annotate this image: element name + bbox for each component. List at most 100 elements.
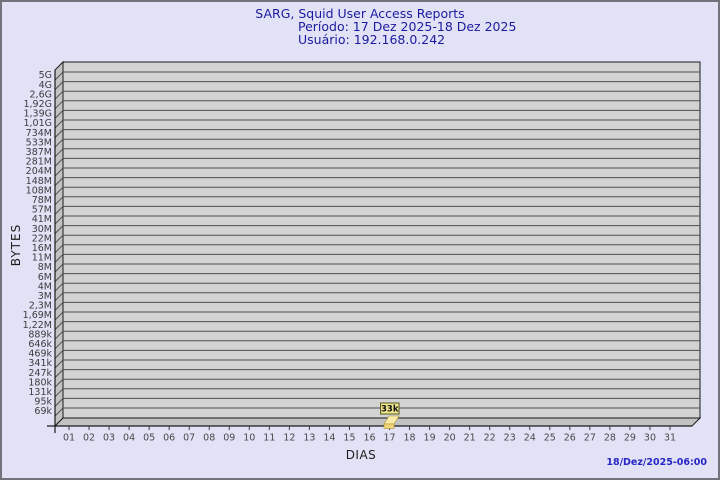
y-wall-ticks [54, 71, 64, 417]
wall-tick [54, 330, 64, 340]
x-tick-label: 29 [624, 433, 636, 444]
chart-user: Usuário: 192.168.0.242 [298, 32, 446, 47]
y-tick-label: 889k [28, 329, 52, 340]
x-tick-label: 03 [103, 433, 115, 444]
y-axis-title: BYTES [9, 223, 23, 267]
x-tick-label: 16 [363, 433, 375, 444]
y-tick-label: 95k [34, 397, 52, 408]
wall-tick [54, 110, 64, 119]
y-tick-label: 4G [39, 80, 52, 91]
y-tick-label: 131k [28, 387, 52, 398]
x-tick-label: 14 [323, 433, 335, 444]
wall-tick [54, 244, 64, 254]
x-tick-label: 12 [283, 433, 295, 444]
wall-tick [54, 167, 64, 177]
y-tick-label: 533M [26, 137, 52, 148]
y-tick-label: 22M [32, 233, 52, 244]
x-tick-label: 09 [223, 433, 235, 444]
annotation-box [380, 402, 400, 415]
wall-tick [54, 71, 64, 81]
x-tick-label: 06 [163, 433, 175, 444]
wall-tick [54, 177, 64, 186]
y-tick-label: 247k [28, 368, 52, 379]
x-tick-label: 20 [444, 433, 456, 444]
y-tick-label: 281M [26, 157, 52, 168]
wall-tick [54, 263, 64, 273]
wall-tick [54, 321, 64, 330]
x-tick-labels: 01 02 03 04 05 06 07 08 09 10 11 12 13 14 15 16 17 18 19 20… [63, 433, 676, 444]
x-tick-label: 27 [584, 433, 596, 444]
x-tick-label: 17 [383, 433, 395, 444]
wall-tick [54, 398, 64, 407]
wall-tick [54, 196, 64, 206]
wall-tick [54, 388, 64, 398]
x-tick-label: 26 [564, 433, 576, 444]
x-tick-label: 19 [424, 433, 436, 444]
y-tick-label: 5G [39, 70, 52, 81]
wall-tick [54, 206, 64, 215]
wall-tick [54, 186, 64, 196]
x-tick-label: 13 [303, 433, 315, 444]
y-tick-label: 3M [38, 291, 52, 302]
wall-tick [54, 234, 64, 244]
wall-tick [54, 158, 64, 167]
y-tick-label: 1,22M [23, 320, 52, 331]
wall-tick [54, 225, 64, 234]
wall-tick [54, 129, 64, 138]
y-tick-label: 180k [28, 377, 52, 388]
y-tick-label: 57M [32, 205, 52, 216]
wall-tick [54, 273, 64, 282]
x-tick-label: 31 [664, 433, 676, 444]
y-tick-label: 469k [28, 349, 52, 360]
y-tick-label: 78M [32, 195, 52, 206]
x-tick-label: 05 [143, 433, 155, 444]
y-tick-label: 2,3M [29, 301, 52, 312]
y-tick-label: 30M [32, 224, 52, 235]
x-tick-label: 28 [604, 433, 616, 444]
wall-tick [54, 148, 64, 158]
y-tick-label: 1,69M [23, 310, 52, 321]
wall-tick [54, 311, 64, 321]
wall-tick [54, 81, 64, 90]
wall-tick [54, 378, 64, 388]
y-tick-label: 204M [26, 166, 52, 177]
y-tick-label: 1,01G [23, 118, 52, 129]
wall-tick [54, 292, 64, 302]
report-timestamp: 18/Dez/2025-06:00 [606, 457, 707, 468]
y-tick-label: 69k [34, 406, 52, 417]
wall-tick [54, 350, 64, 359]
wall-tick [54, 407, 64, 417]
wall-tick [54, 340, 64, 350]
y-tick-label: 2,6G [30, 89, 52, 100]
wall-tick [54, 254, 64, 263]
x-tick-label: 24 [524, 433, 536, 444]
bar-value-annotation: 33k [380, 402, 400, 415]
y-tick-label: 108M [26, 185, 52, 196]
y-tick-label: 1,39G [23, 109, 52, 120]
wall-tick [54, 119, 64, 129]
x-tick-label: 15 [343, 433, 355, 444]
y-tick-label: 11M [32, 253, 52, 264]
wall-tick [54, 282, 64, 292]
y-tick-label: 1,92G [23, 99, 52, 110]
wall-tick [54, 90, 64, 100]
y-tick-label: 387M [26, 147, 52, 158]
y-tick-label: 41M [32, 214, 52, 225]
x-tick-label: 04 [123, 433, 135, 444]
y-tick-label: 734M [26, 128, 52, 139]
x-axis-title: DIAS [345, 448, 377, 462]
floor-3d [53, 417, 702, 427]
wall-tick [54, 369, 64, 378]
x-tick-label: 07 [183, 433, 195, 444]
wall-tick [54, 138, 64, 148]
y-tick-labels: 5G4G2,6G1,92G1,39G1,01G734M533M387M281M2… [23, 70, 53, 417]
x-tick-label: 21 [464, 433, 476, 444]
plot-area [62, 61, 701, 419]
x-tick-label: 02 [83, 433, 95, 444]
y-gridlines [63, 71, 700, 409]
y-tick-label: 341k [28, 358, 52, 369]
x-tick-label: 25 [544, 433, 556, 444]
x-tick-label: 23 [504, 433, 516, 444]
